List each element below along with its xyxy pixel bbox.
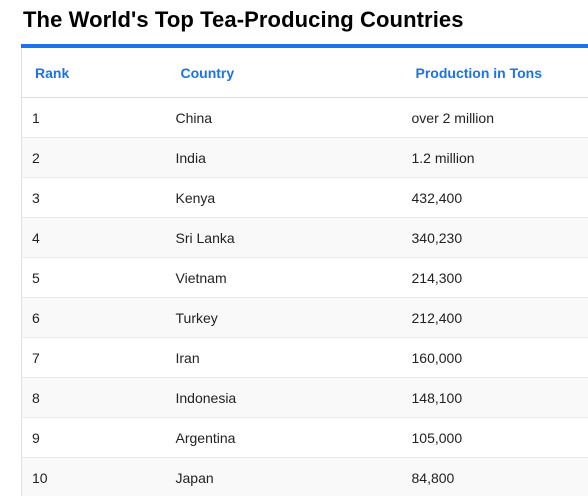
cell-country: India (165, 137, 402, 178)
table-row: 3 Kenya 432,400 (21, 177, 588, 218)
cell-country: Indonesia (165, 377, 402, 418)
table-row: 5 Vietnam 214,300 (21, 257, 588, 298)
cell-country: Vietnam (165, 257, 402, 298)
table-header-row: Rank Country Production in Tons (21, 48, 588, 98)
cell-rank: 3 (21, 177, 166, 218)
cell-country: Turkey (165, 297, 402, 338)
cell-production: 432,400 (401, 177, 588, 218)
table-row: 4 Sri Lanka 340,230 (21, 217, 588, 258)
cell-rank: 10 (21, 457, 166, 496)
cell-production: 160,000 (401, 337, 588, 378)
cell-production: 1.2 million (401, 137, 588, 178)
cell-country: Kenya (165, 177, 402, 218)
cell-rank: 1 (21, 97, 166, 138)
cell-rank: 8 (21, 377, 166, 418)
tea-production-table: Rank Country Production in Tons 1 China … (21, 48, 588, 496)
table-row: 6 Turkey 212,400 (21, 297, 588, 338)
cell-production: 105,000 (401, 417, 588, 458)
cell-production: 340,230 (401, 217, 588, 258)
cell-production: 212,400 (401, 297, 588, 338)
column-header-rank: Rank (21, 48, 166, 98)
cell-rank: 6 (21, 297, 166, 338)
table-row: 2 India 1.2 million (21, 137, 588, 178)
cell-country: Argentina (165, 417, 402, 458)
table-row: 9 Argentina 105,000 (21, 417, 588, 458)
table-row: 7 Iran 160,000 (21, 337, 588, 378)
table-top-accent-bar (21, 44, 588, 48)
column-header-country: Country (165, 48, 402, 98)
cell-rank: 9 (21, 417, 166, 458)
cell-country: Iran (165, 337, 402, 378)
tea-production-table-container: Rank Country Production in Tons 1 China … (21, 44, 588, 496)
cell-rank: 5 (21, 257, 166, 298)
cell-country: Sri Lanka (165, 217, 402, 258)
table-row: 1 China over 2 million (21, 97, 588, 138)
cell-rank: 4 (21, 217, 166, 258)
cell-country: Japan (165, 457, 402, 496)
cell-production: 214,300 (401, 257, 588, 298)
table-row: 10 Japan 84,800 (21, 457, 588, 496)
cell-country: China (165, 97, 402, 138)
table-row: 8 Indonesia 148,100 (21, 377, 588, 418)
cell-production: 84,800 (401, 457, 588, 496)
cell-production: 148,100 (401, 377, 588, 418)
cell-rank: 2 (21, 137, 166, 178)
cell-rank: 7 (21, 337, 166, 378)
page-title: The World's Top Tea-Producing Countries (23, 7, 464, 32)
cell-production: over 2 million (401, 97, 588, 138)
column-header-production: Production in Tons (401, 48, 588, 98)
